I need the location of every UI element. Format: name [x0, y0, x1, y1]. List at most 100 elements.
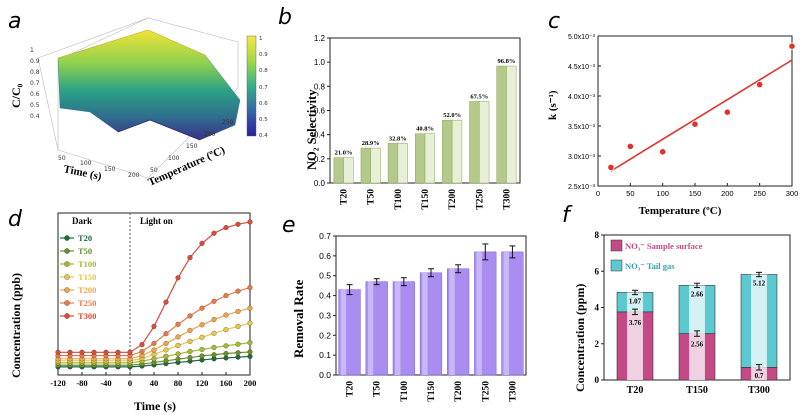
y-tick-label: 0.0: [314, 179, 326, 188]
legend-marker: [64, 313, 70, 319]
series-point: [247, 320, 253, 326]
x-tick-label: T100: [400, 381, 410, 402]
series-point: [199, 240, 205, 246]
x-tick-label: T250: [481, 381, 491, 402]
legend-marker: [64, 235, 70, 241]
x-tick-label: 200: [721, 189, 734, 198]
series-point: [187, 254, 193, 261]
panel-a-letter: a: [8, 9, 21, 34]
series-point: [175, 356, 181, 362]
x-tick-label: 250: [753, 189, 766, 198]
surface-value-label: 0.7: [755, 372, 764, 380]
panel-a-ztick-group: 1 0.9 0.8 0.7 0.6 0.5 0.4: [30, 47, 40, 120]
series-point: [163, 340, 169, 346]
bar: [333, 157, 344, 184]
series-point: [151, 347, 157, 353]
bar-highlight: [503, 251, 509, 375]
y-tick-label: 0.4: [314, 131, 326, 140]
series-point: [175, 351, 181, 357]
series-point: [247, 219, 253, 225]
panel-b-ylabel: NO₂ Selectivity: [305, 89, 319, 170]
x-tick: 150: [104, 166, 116, 173]
panel-d-letter: d: [8, 207, 23, 232]
panel-d-xlabel: Time (s): [134, 399, 176, 413]
panel-d-plot: -120 -80 -40 0 40 80 120 160 200 T20 T50 T100 T150 T2…: [50, 212, 256, 388]
y-tick-label: 2: [595, 339, 600, 349]
legend-swatch-tail: [610, 259, 623, 272]
y-tick-label: 0: [595, 375, 600, 385]
bar: [387, 143, 399, 184]
series-point: [199, 346, 205, 353]
x-tick-label: 300: [786, 189, 799, 198]
panel-d-ylabel: Concentration (ppb): [9, 273, 23, 378]
y-tick-label: 1.2: [314, 34, 326, 43]
legend-label: T150: [78, 272, 96, 282]
series-point: [199, 305, 205, 311]
x-tick-label: T250: [475, 189, 485, 210]
y-tick-label: 2.5x10⁻³: [568, 184, 596, 191]
x-tick: 200: [128, 172, 140, 179]
y-tick: 50: [150, 167, 158, 174]
bar-highlight: [422, 272, 428, 375]
surface-edge: [57, 29, 206, 59]
series-point: [103, 349, 109, 355]
value-label: 32.8%: [389, 135, 407, 142]
surface-value-label: 3.76: [629, 319, 642, 327]
series-point: [247, 305, 253, 311]
series-point: [211, 330, 217, 336]
y-tick-label: 4.5x10⁻³: [568, 64, 596, 71]
x-tick-label: -40: [100, 378, 111, 388]
series-point: [187, 313, 193, 319]
x-tick-label: 40: [150, 378, 159, 388]
x-tick-label: -80: [76, 378, 87, 388]
series-point: [163, 347, 169, 353]
panel-e-plot: 0.0 0.1 0.2 0.3 0.4 0.5 0.6 0.7 T20 T50 T100 T150 T2…: [319, 231, 527, 402]
series-point: [151, 351, 157, 357]
x-tick-label: 0: [596, 189, 600, 198]
colorbar-tick: 0.4: [259, 133, 268, 139]
series-point: [187, 327, 193, 334]
series-point: [223, 350, 229, 357]
series-point: [247, 340, 253, 346]
z-tick: 0.6: [30, 91, 40, 98]
series-point: [211, 316, 217, 323]
panel-f-plot: 0 2 4 6 8 1.07 3.76 T20 2.66 2.56 T150 5.12 0.7 T300: [595, 230, 791, 396]
bar-highlight: [367, 281, 374, 375]
x-tick-label: T300: [748, 385, 770, 396]
series-point: [247, 284, 253, 291]
series-point: [175, 334, 181, 340]
series-point: [235, 221, 241, 227]
series-point: [199, 334, 205, 340]
y-tick-label: 0.4: [319, 291, 331, 301]
tail-value-label: 1.07: [629, 297, 642, 305]
x-tick-label: 0: [128, 378, 132, 388]
series-point: [223, 225, 229, 231]
series-point: [127, 349, 133, 355]
y-tick-label: 8: [595, 230, 600, 240]
bar: [442, 119, 453, 184]
y-tick-label: 0.8: [314, 82, 326, 91]
data-point: [691, 120, 699, 128]
series-point: [235, 323, 241, 329]
panel-d: d Concentration (ppb) Time (s) Dark Ligh…: [8, 207, 256, 413]
data-point: [723, 108, 731, 116]
data-point: [788, 42, 796, 50]
data-point: [607, 163, 615, 171]
panel-c-xlabel: Temperature (ºC): [639, 205, 722, 217]
panel-f-ylabel: Concentration (ppm): [573, 284, 587, 392]
y-tick-label: 4: [595, 303, 600, 313]
legend-label: T100: [78, 259, 96, 269]
panel-a-box: [37, 17, 239, 179]
series-point: [163, 358, 169, 364]
panel-c-ylabel: k (s⁻¹): [547, 90, 559, 120]
x-tick-label: T20: [627, 385, 644, 396]
series-point: [91, 349, 97, 355]
z-tick: 0.7: [30, 80, 40, 87]
series-point: [139, 342, 145, 348]
bar-highlight: [370, 147, 381, 184]
legend-marker: [64, 261, 70, 267]
panel-a-zlabel: C/C₀: [9, 83, 23, 108]
bar-highlight: [340, 289, 347, 375]
bar-highlight: [506, 65, 517, 184]
